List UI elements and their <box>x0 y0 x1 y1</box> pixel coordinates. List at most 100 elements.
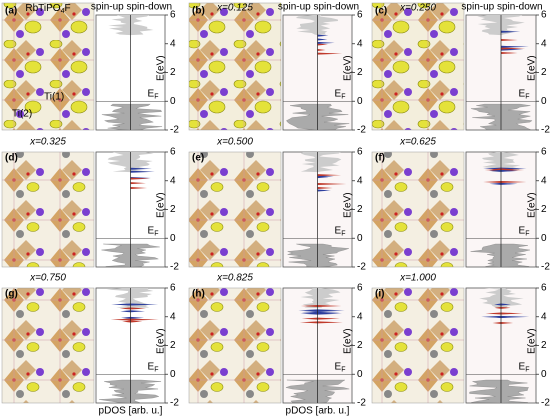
gap-state <box>489 169 501 172</box>
y-tick-label: -2 <box>357 398 366 409</box>
atom-label: Ti(2) <box>12 109 32 120</box>
fermi-sub: F <box>341 230 345 237</box>
gap-state <box>110 318 131 321</box>
fermi-label: EF <box>335 88 346 100</box>
gap-state <box>130 186 148 189</box>
panel-label: (e) <box>192 153 204 164</box>
panel-title: x=0.125 <box>216 3 253 14</box>
fermi-label: EF <box>335 361 346 373</box>
panel-label: (g) <box>5 289 18 300</box>
gap-state <box>299 321 318 324</box>
conduction-dos <box>130 15 154 36</box>
valence-dos <box>470 243 502 268</box>
gap-state <box>130 318 159 321</box>
y-tick-label: 6 <box>170 283 176 294</box>
fermi-main: E <box>335 361 342 372</box>
x-axis-label: pDOS [arb. u.] <box>286 406 350 417</box>
y-tick-label: 4 <box>541 311 547 322</box>
y-axis-label: E(eV) <box>156 328 167 354</box>
y-tick-label: 2 <box>170 204 176 215</box>
gap-state <box>481 315 501 318</box>
gap-state <box>501 312 524 315</box>
gap-state <box>111 303 131 306</box>
conduction-dos <box>106 288 131 309</box>
fermi-sub: F <box>341 93 345 100</box>
structure-image <box>188 151 282 268</box>
gap-state <box>119 307 131 310</box>
y-tick-label: -2 <box>170 398 179 409</box>
gap-state <box>501 303 511 306</box>
atom-label: Ti(1) <box>44 92 64 103</box>
valence-dos <box>470 103 502 131</box>
y-tick-label: 0 <box>541 369 547 380</box>
structure-image <box>188 2 282 131</box>
y-tick-label: -2 <box>541 398 550 409</box>
panel-title: RbTiPO4F <box>25 3 70 15</box>
structure-image <box>371 2 465 131</box>
structure-image <box>188 287 282 404</box>
fermi-label: EF <box>148 88 159 100</box>
gap-state <box>483 180 501 183</box>
fermi-label: EF <box>335 225 346 237</box>
conduction-dos <box>481 152 501 173</box>
structure-image <box>371 151 465 268</box>
y-tick-label: 2 <box>541 204 547 215</box>
fermi-sub: F <box>525 230 529 237</box>
panel-label: (a) <box>5 6 17 17</box>
y-tick-label: 4 <box>170 311 176 322</box>
y-axis-label: E(eV) <box>527 192 538 218</box>
y-tick-label: 2 <box>357 340 363 351</box>
gap-state <box>317 43 328 46</box>
y-tick-label: -2 <box>170 125 179 136</box>
gap-state <box>485 312 501 315</box>
structure-image <box>1 2 95 131</box>
fermi-label: EF <box>519 225 530 237</box>
y-tick-label: -2 <box>541 262 550 273</box>
fermi-label: EF <box>148 361 159 373</box>
y-tick-label: 0 <box>357 369 363 380</box>
y-tick-label: 0 <box>357 96 363 107</box>
valence-dos <box>130 243 160 268</box>
y-tick-label: 6 <box>541 283 547 294</box>
gap-state <box>301 311 318 314</box>
y-tick-label: 2 <box>170 340 176 351</box>
panel-title: x=0.625 <box>399 137 436 148</box>
fermi-main: E <box>335 88 342 99</box>
fermi-main: E <box>148 361 155 372</box>
title-part: F <box>65 3 71 14</box>
gap-state <box>130 177 151 180</box>
gap-state <box>317 187 333 190</box>
panel-label: (i) <box>375 289 384 300</box>
y-tick-label: -2 <box>357 125 366 136</box>
valence-dos <box>130 379 162 404</box>
y-tick-label: 6 <box>170 147 176 158</box>
conduction-dos <box>108 15 131 36</box>
gap-state <box>300 304 318 307</box>
panel-title: x=0.500 <box>216 137 253 148</box>
y-tick-label: 0 <box>541 96 547 107</box>
panel-title: x=0.825 <box>216 273 253 284</box>
gap-state <box>494 306 501 309</box>
gap-state <box>120 310 131 313</box>
fermi-main: E <box>148 88 155 99</box>
gap-state <box>121 316 131 319</box>
y-tick-label: -2 <box>170 262 179 273</box>
y-tick-label: 4 <box>357 175 363 186</box>
y-tick-label: 4 <box>357 311 363 322</box>
gap-state <box>130 307 147 310</box>
gap-state <box>317 304 342 307</box>
valence-dos <box>287 243 318 268</box>
title-part: 4 <box>61 8 65 15</box>
y-tick-label: 0 <box>357 233 363 244</box>
gap-state <box>501 182 518 185</box>
y-tick-label: 2 <box>357 204 363 215</box>
y-tick-label: 0 <box>170 96 176 107</box>
fermi-sub: F <box>341 366 345 373</box>
gap-state <box>317 321 343 324</box>
gap-state <box>298 309 318 312</box>
fermi-sub: F <box>525 93 529 100</box>
y-tick-label: 2 <box>541 340 547 351</box>
gap-state <box>130 303 159 306</box>
fermi-sub: F <box>154 93 158 100</box>
